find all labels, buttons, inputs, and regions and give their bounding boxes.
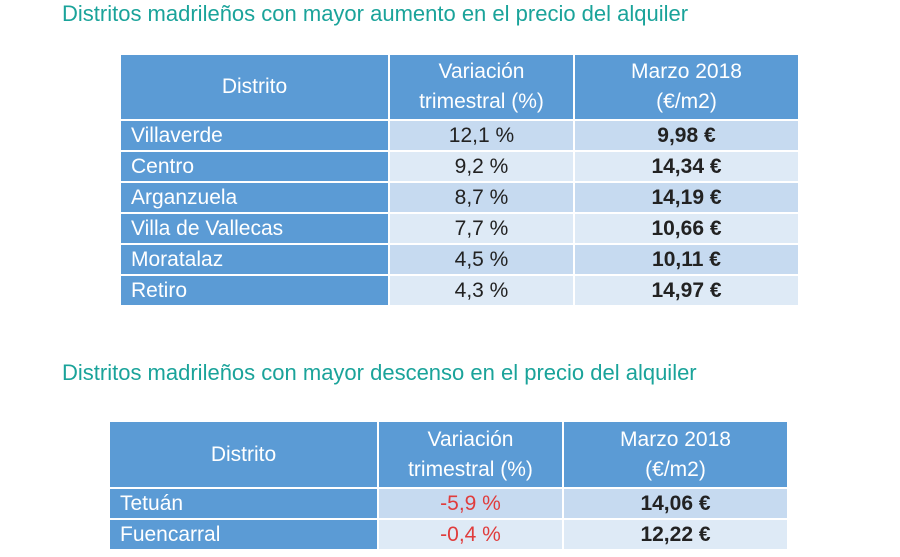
value-cell: 7,7 % (390, 214, 573, 243)
district-cell: Tetuán (110, 489, 377, 518)
district-cell: Centro (121, 152, 388, 181)
text: 10,11 € (652, 247, 721, 271)
text: Tetuán (120, 491, 184, 515)
value-cell: 10,11 € (575, 245, 798, 274)
text: 4,5 % (454, 247, 509, 271)
header-cell: Variación trimestral (%) (390, 55, 573, 119)
text: 14,97 € (651, 278, 722, 302)
header-cell: Distrito (110, 422, 377, 487)
district-cell: Retiro (121, 276, 388, 305)
text: 14,06 € (640, 491, 711, 515)
value-cell: 14,34 € (575, 152, 798, 181)
text: 9,98 € (657, 123, 716, 147)
text: 12,1 % (448, 123, 515, 147)
text: 9,2 % (454, 154, 509, 178)
value-cell: 12,22 € (564, 520, 787, 549)
value-cell: 12,1 % (390, 121, 573, 150)
header-cell: Marzo 2018 (€/m2) (564, 422, 787, 487)
value-cell: 14,97 € (575, 276, 798, 305)
value-cell: 14,06 € (564, 489, 787, 518)
text: Marzo 2018 (€/m2) (620, 427, 731, 481)
value-cell: 4,5 % (390, 245, 573, 274)
section-title: Distritos madrileños con mayor aumento e… (62, 0, 688, 28)
text: Fuencarral (120, 522, 221, 546)
text: -0,4 % (440, 522, 501, 546)
text: Distritos madrileños con mayor aumento e… (62, 1, 689, 26)
district-cell: Villa de Vallecas (121, 214, 388, 243)
text: 8,7 % (454, 185, 509, 209)
value-cell: 14,19 € (575, 183, 798, 212)
text: 10,66 € (651, 216, 722, 240)
text: Moratalaz (131, 247, 224, 271)
header-cell: Distrito (121, 55, 388, 119)
value-cell: -0,4 % (379, 520, 562, 549)
value-cell: 10,66 € (575, 214, 798, 243)
text: 7,7 % (454, 216, 509, 240)
text: Variación trimestral (%) (419, 60, 544, 113)
text: 12,22 € (640, 522, 711, 546)
text: Arganzuela (131, 185, 238, 209)
value-cell: -5,9 % (379, 489, 562, 518)
text: Distrito (221, 75, 288, 98)
text: Variación trimestral (%) (408, 427, 533, 481)
text: Retiro (131, 278, 188, 302)
district-cell: Villaverde (121, 121, 388, 150)
header-cell: Variación trimestral (%) (379, 422, 562, 487)
text: Distrito (210, 442, 277, 466)
text: 4,3 % (454, 278, 509, 302)
value-cell: 9,98 € (575, 121, 798, 150)
text: Villaverde (131, 123, 223, 147)
value-cell: 9,2 % (390, 152, 573, 181)
district-cell: Fuencarral (110, 520, 377, 549)
text: -5,9 % (440, 491, 501, 515)
value-cell: 8,7 % (390, 183, 573, 212)
value-cell: 4,3 % (390, 276, 573, 305)
district-cell: Moratalaz (121, 245, 388, 274)
text: Distritos madrileños con mayor descenso … (62, 360, 697, 385)
text: Villa de Vallecas (131, 216, 284, 240)
text: Marzo 2018 (€/m2) (631, 60, 742, 113)
text: 14,19 € (651, 185, 722, 209)
text: 14,34 € (651, 154, 722, 178)
text: Centro (131, 154, 195, 178)
district-cell: Arganzuela (121, 183, 388, 212)
section-title: Distritos madrileños con mayor descenso … (62, 359, 697, 387)
header-cell: Marzo 2018 (€/m2) (575, 55, 798, 119)
